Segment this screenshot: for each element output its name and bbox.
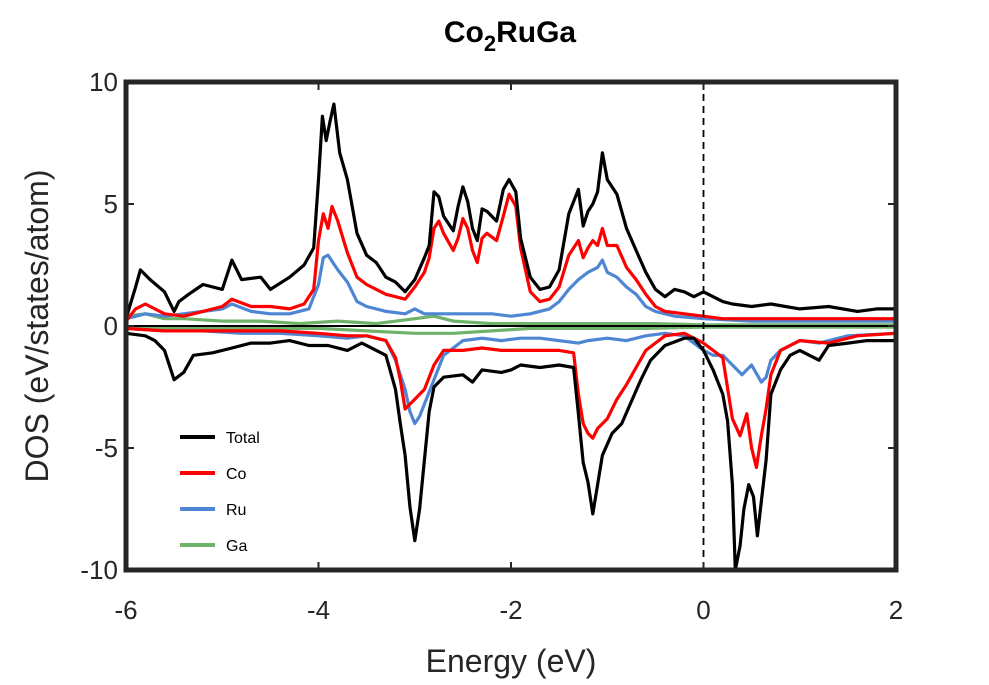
legend-entry-co: Co xyxy=(180,466,247,483)
y-tick-label: 10 xyxy=(89,67,118,97)
x-tick-label: 2 xyxy=(889,595,903,625)
ticks-layer: -6 -4 -2 0 2 -10 -5 0 5 10 xyxy=(80,67,903,625)
x-tick-label: -2 xyxy=(499,595,522,625)
legend-label-ru: Ru xyxy=(226,502,246,519)
series-line-ga-spin-up xyxy=(126,312,896,327)
series-line-ru-spin-down xyxy=(126,326,896,426)
series-line-total-spin-up xyxy=(126,102,896,321)
y-tick-label: -5 xyxy=(95,433,118,463)
y-tick-label: 0 xyxy=(104,311,118,341)
y-tick-label: -10 xyxy=(80,555,118,585)
series-line-ru-spin-up xyxy=(126,253,896,323)
series-layer xyxy=(126,102,896,570)
y-tick-label: 5 xyxy=(104,189,118,219)
legend: Total Co Ru Ga xyxy=(180,430,260,555)
x-tick-label: 0 xyxy=(696,595,710,625)
series-line-co-spin-up xyxy=(126,192,896,323)
x-axis-label: Energy (eV) xyxy=(426,643,597,679)
y-axis-label: DOS (eV/states/atom) xyxy=(19,170,55,483)
legend-entry-total: Total xyxy=(180,430,260,447)
chart-title: Co2RuGa xyxy=(444,16,577,56)
legend-label-co: Co xyxy=(226,466,247,483)
series-line-co-spin-down xyxy=(126,326,896,470)
legend-entry-ga: Ga xyxy=(180,538,247,555)
legend-label-total: Total xyxy=(226,430,260,447)
series-line-total-spin-down xyxy=(126,331,896,570)
legend-label-ga: Ga xyxy=(226,538,247,555)
x-tick-label: -6 xyxy=(114,595,137,625)
x-tick-label: -4 xyxy=(307,595,330,625)
legend-entry-ru: Ru xyxy=(180,502,246,519)
